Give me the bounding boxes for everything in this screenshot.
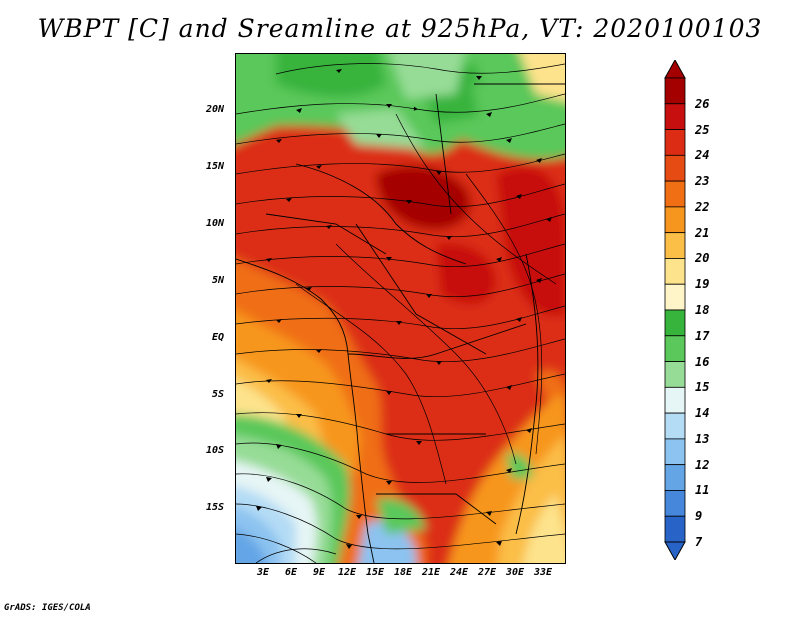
colorbar-swatch [664, 515, 686, 543]
colorbar-label: 17 [695, 328, 710, 343]
lat-label-15n: 15N [206, 161, 225, 172]
chart-title: WBPT [C] and Sreamline at 925hPa, VT: 20… [37, 14, 763, 43]
temperature-field [236, 54, 565, 563]
lon-label-21e: 21E [422, 567, 441, 578]
colorbar-label: 25 [695, 122, 710, 137]
colorbar-swatch [664, 386, 686, 414]
lon-label-12e: 12E [338, 567, 357, 578]
colorbar-label: 22 [695, 199, 710, 214]
coastlines [236, 83, 565, 563]
lat-label-20n: 20N [206, 104, 225, 115]
lat-label-5n: 5N [212, 275, 225, 286]
lon-label-33e: 33E [534, 567, 553, 578]
colorbar-label: 24 [695, 148, 710, 163]
colorbar-top-arrow [664, 60, 686, 79]
colorbar-label: 15 [695, 380, 710, 395]
colorbar-swatch [664, 490, 686, 517]
colorbar-label: 26 [695, 96, 710, 111]
lon-label-30e: 30E [506, 567, 525, 578]
colorbar-swatch [664, 154, 686, 182]
colorbar-swatch [664, 335, 686, 362]
lon-label-15e: 15E [366, 567, 385, 578]
lon-label-3e: 3E [257, 567, 270, 578]
colorbar-label: 12 [695, 457, 710, 472]
colorbar-swatch [664, 464, 686, 491]
streamline-arrows [256, 69, 552, 549]
credit-text: GrADS: IGES/COLA [4, 603, 91, 613]
colorbar-label: 14 [695, 406, 710, 421]
colorbar-swatch [664, 258, 686, 285]
colorbar-swatch [664, 180, 686, 208]
lon-label-18e: 18E [394, 567, 413, 578]
lon-label-24e: 24E [450, 567, 469, 578]
lon-label-6e: 6E [285, 567, 298, 578]
colorbar-label: 16 [695, 354, 710, 369]
colorbar-label: 7 [695, 535, 703, 549]
colorbar-swatch [664, 103, 686, 130]
lat-label-15s: 15S [206, 502, 225, 513]
lon-label-9e: 9E [313, 567, 326, 578]
colorbar-swatch [664, 438, 686, 466]
colorbar-swatch [664, 361, 686, 388]
lat-label-10s: 10S [206, 445, 225, 456]
map-panel[interactable] [235, 53, 566, 564]
lat-label-5s: 5S [212, 389, 225, 400]
colorbar-bottom-arrow [664, 541, 686, 560]
colorbar-swatch [664, 77, 686, 105]
colorbar-label: 19 [695, 277, 710, 292]
colorbar-label: 13 [695, 431, 710, 446]
colorbar-label: 9 [695, 509, 703, 524]
colorbar-swatch [664, 206, 686, 234]
colorbar-swatch [664, 412, 686, 440]
lon-label-27e: 27E [478, 567, 497, 578]
lat-label-10n: 10N [206, 218, 225, 229]
colorbar-label: 20 [695, 251, 710, 266]
map-field [236, 54, 565, 563]
colorbar-label: 11 [695, 483, 710, 498]
colorbar-label: 21 [695, 225, 710, 240]
colorbar-swatch [664, 129, 686, 156]
streamlines [236, 63, 565, 563]
lat-label-eq: EQ [212, 332, 225, 343]
colorbar-swatches [664, 60, 686, 560]
colorbar-swatch [664, 283, 686, 311]
colorbar-label: 18 [695, 303, 710, 317]
colorbar-swatch [664, 309, 686, 337]
colorbar-label: 23 [695, 174, 710, 189]
colorbar-swatch [664, 232, 686, 259]
colorbar: 26 25 24 23 22 21 20 19 18 17 16 15 14 13 12 11 9 7 [660, 60, 750, 560]
